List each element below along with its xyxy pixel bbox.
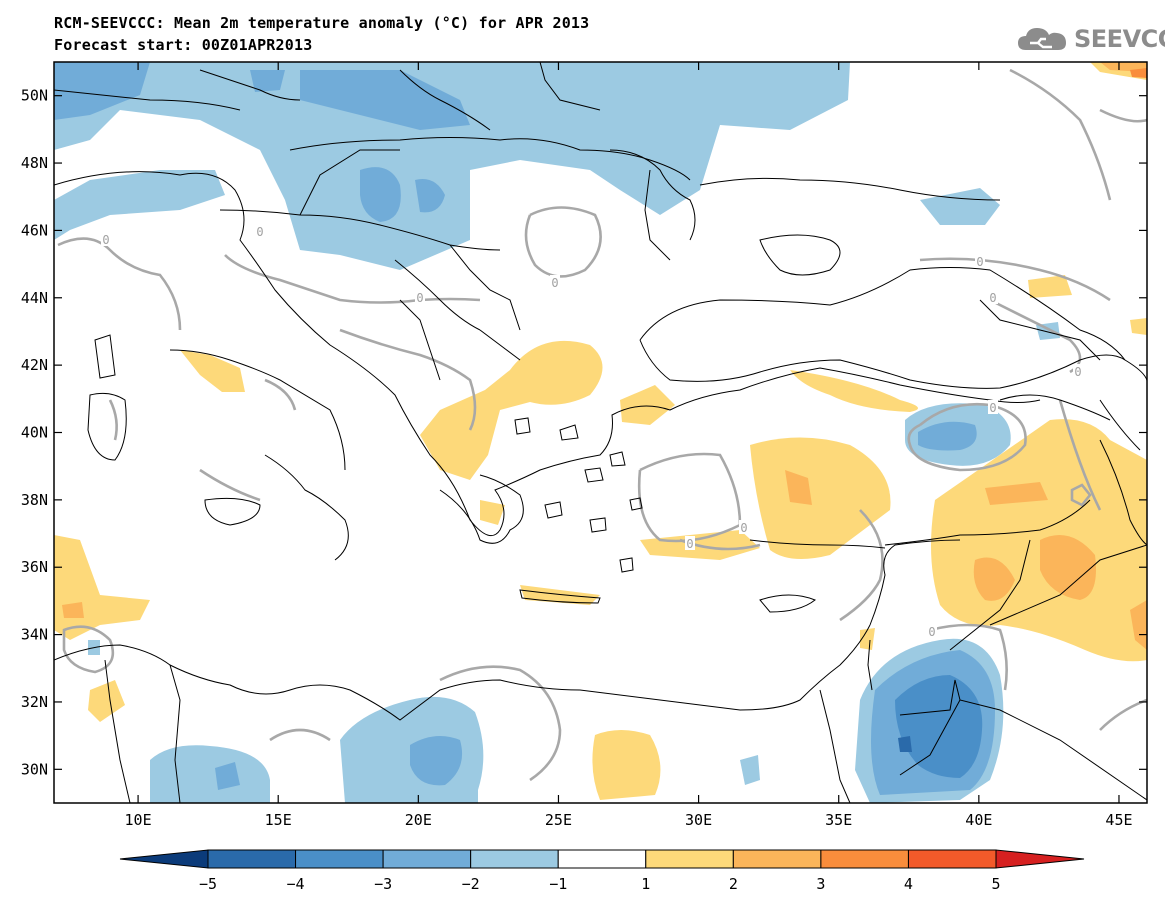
positive-anomaly-cores — [62, 62, 1147, 650]
contour-label: 0 — [989, 401, 996, 415]
lat-tick-label: 44N — [21, 289, 48, 307]
colorbar-swatch — [907, 849, 997, 869]
forecast-start-label: Forecast start: 00Z01APR2013 — [54, 36, 313, 54]
colorbar-swatch — [820, 849, 909, 869]
contour-label: 0 — [686, 537, 693, 551]
lon-tick-label: 35E — [825, 811, 852, 829]
colorbar-label: 5 — [991, 875, 1000, 893]
contour-label-bg — [927, 624, 937, 638]
lat-tick-label: 38N — [21, 491, 48, 509]
colorbar-swatch — [557, 849, 647, 869]
lat-tick-label: 50N — [21, 87, 48, 105]
colorbar-swatch — [382, 849, 472, 869]
colorbar-label: −1 — [549, 875, 567, 893]
lat-tick-label: 32N — [21, 693, 48, 711]
colorbar-swatch — [295, 849, 384, 869]
lon-tick-label: 45E — [1105, 811, 1132, 829]
coastlines-borders — [54, 62, 1147, 803]
strongest-negative-anomaly-cores — [898, 736, 912, 752]
colorbar-label: −3 — [374, 875, 392, 893]
contour-label: 0 — [928, 625, 935, 639]
lon-tick-label: 30E — [685, 811, 712, 829]
colorbar-label: −4 — [287, 875, 305, 893]
colorbar: −5 −4 −3 −2 −1 1 2 3 4 5 — [119, 849, 1085, 893]
contour-label-bg — [685, 536, 695, 550]
lat-tick-label: 30N — [21, 760, 48, 778]
contour-label-bg — [1073, 364, 1083, 378]
contour-label-bg — [975, 254, 985, 268]
strong-positive-anomaly-cores — [1130, 68, 1147, 78]
contour-label-bg — [550, 275, 560, 289]
lat-tick-label: 42N — [21, 356, 48, 374]
contour-label: 0 — [976, 255, 983, 269]
positive-anomaly-areas — [54, 62, 1147, 800]
logo-text: SEEVCCC — [1074, 25, 1165, 53]
colorbar-swatch — [732, 849, 822, 869]
colorbar-label: −5 — [199, 875, 217, 893]
lat-tick-label: 34N — [21, 626, 48, 644]
contour-label-bg — [101, 232, 111, 246]
contour-label-bg — [988, 290, 998, 304]
contour-label: 0 — [102, 233, 109, 247]
colorbar-swatch — [207, 849, 297, 869]
lon-tick-label: 40E — [965, 811, 992, 829]
axis-ticks: 10E 15E 20E 25E 30E 35E 40E 45E 30N 32N 34N 36N 38N 4… — [21, 62, 1147, 829]
contour-label: 0 — [989, 291, 996, 305]
strong-negative-anomaly-cores — [895, 675, 983, 778]
contour-labels: 0 0 0 0 0 0 0 0 0 0 0 — [101, 224, 1083, 639]
cloud-logo-icon — [1018, 28, 1066, 50]
lat-tick-label: 46N — [21, 221, 48, 239]
contour-label-bg — [739, 520, 749, 534]
contour-label: 0 — [740, 521, 747, 535]
colorbar-label: 2 — [729, 875, 738, 893]
contour-label-bg — [255, 224, 265, 238]
lat-tick-label: 48N — [21, 154, 48, 172]
contour-label: 0 — [1074, 365, 1081, 379]
contour-label-bg — [988, 400, 998, 414]
contour-label: 0 — [416, 291, 423, 305]
colorbar-left-arrow — [119, 849, 209, 869]
colorbar-label: 1 — [641, 875, 650, 893]
zero-contours — [57, 68, 1147, 782]
colorbar-label: −2 — [462, 875, 480, 893]
contour-label: 0 — [551, 276, 558, 290]
colorbar-swatch — [645, 849, 734, 869]
lon-tick-label: 25E — [545, 811, 572, 829]
contour-label: 0 — [256, 225, 263, 239]
colorbar-swatch — [470, 849, 559, 869]
contour-label-bg — [415, 290, 425, 304]
map-title: RCM-SEEVCCC: Mean 2m temperature anomaly… — [54, 14, 590, 32]
colorbar-label: 3 — [816, 875, 825, 893]
lon-tick-label: 15E — [265, 811, 292, 829]
lon-tick-label: 20E — [405, 811, 432, 829]
lat-tick-label: 36N — [21, 558, 48, 576]
colorbar-right-arrow — [995, 849, 1085, 869]
lon-tick-label: 10E — [125, 811, 152, 829]
lat-tick-label: 40N — [21, 424, 48, 442]
seevccc-logo: SEEVCCC — [1016, 22, 1165, 56]
colorbar-label: 4 — [904, 875, 913, 893]
